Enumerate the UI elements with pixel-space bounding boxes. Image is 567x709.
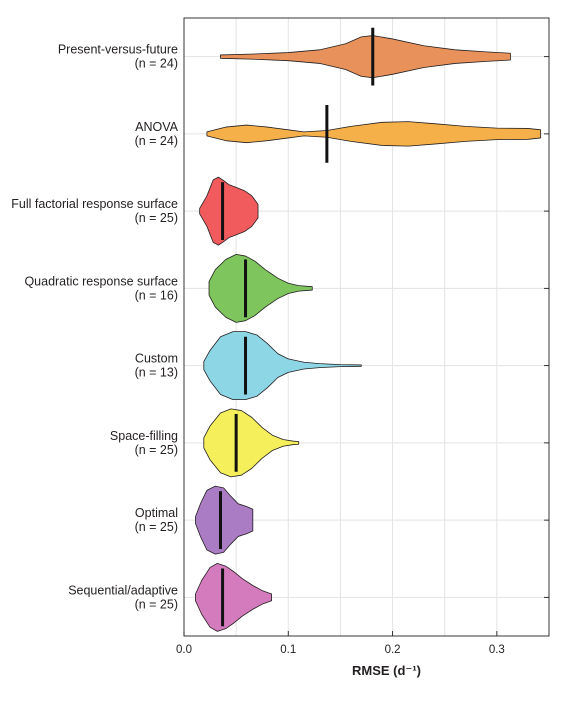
violin-optimal	[195, 485, 254, 555]
x-tick-label: 0.1	[280, 644, 296, 656]
violin-sequential-adaptive	[195, 562, 272, 632]
x-axis-title: RMSE (d⁻¹)	[352, 663, 421, 678]
category-label: Custom	[135, 352, 178, 366]
violin-present-versus-future	[220, 35, 511, 79]
violin-quadratic-response-surface	[208, 253, 313, 323]
category-label: Present-versus-future	[58, 43, 178, 57]
sample-size-label: (n = 25)	[135, 443, 178, 457]
sample-size-label: (n = 24)	[135, 57, 178, 71]
category-label: Quadratic response surface	[24, 274, 178, 288]
violin-full-factorial-response-surface	[199, 176, 259, 246]
x-tick-label: 0.0	[176, 644, 192, 656]
sample-size-label: (n = 24)	[135, 134, 178, 148]
category-label: Space-filling	[110, 429, 178, 443]
grid-layer	[184, 18, 549, 636]
sample-size-label: (n = 16)	[135, 288, 178, 302]
sample-size-label: (n = 25)	[135, 597, 178, 611]
category-label: Optimal	[135, 506, 178, 520]
category-label: Sequential/adaptive	[68, 583, 178, 597]
label-layer: Present-versus-future(n = 24)ANOVA(n = 2…	[11, 43, 178, 612]
violin-anova	[206, 121, 542, 147]
violin-custom	[203, 331, 362, 401]
category-label: ANOVA	[135, 120, 178, 134]
plot-frame	[183, 17, 550, 637]
violin-space-filling	[203, 408, 300, 478]
sample-size-label: (n = 25)	[135, 211, 178, 225]
violin-layer	[195, 27, 542, 632]
tick-layer: 0.0 0.1 0.2 0.3	[176, 631, 505, 656]
sample-size-label: (n = 25)	[135, 520, 178, 534]
sample-size-label: (n = 13)	[135, 366, 178, 380]
category-label: Full factorial response surface	[11, 197, 178, 211]
x-tick-label: 0.2	[385, 644, 401, 656]
x-tick-label: 0.3	[489, 644, 505, 656]
